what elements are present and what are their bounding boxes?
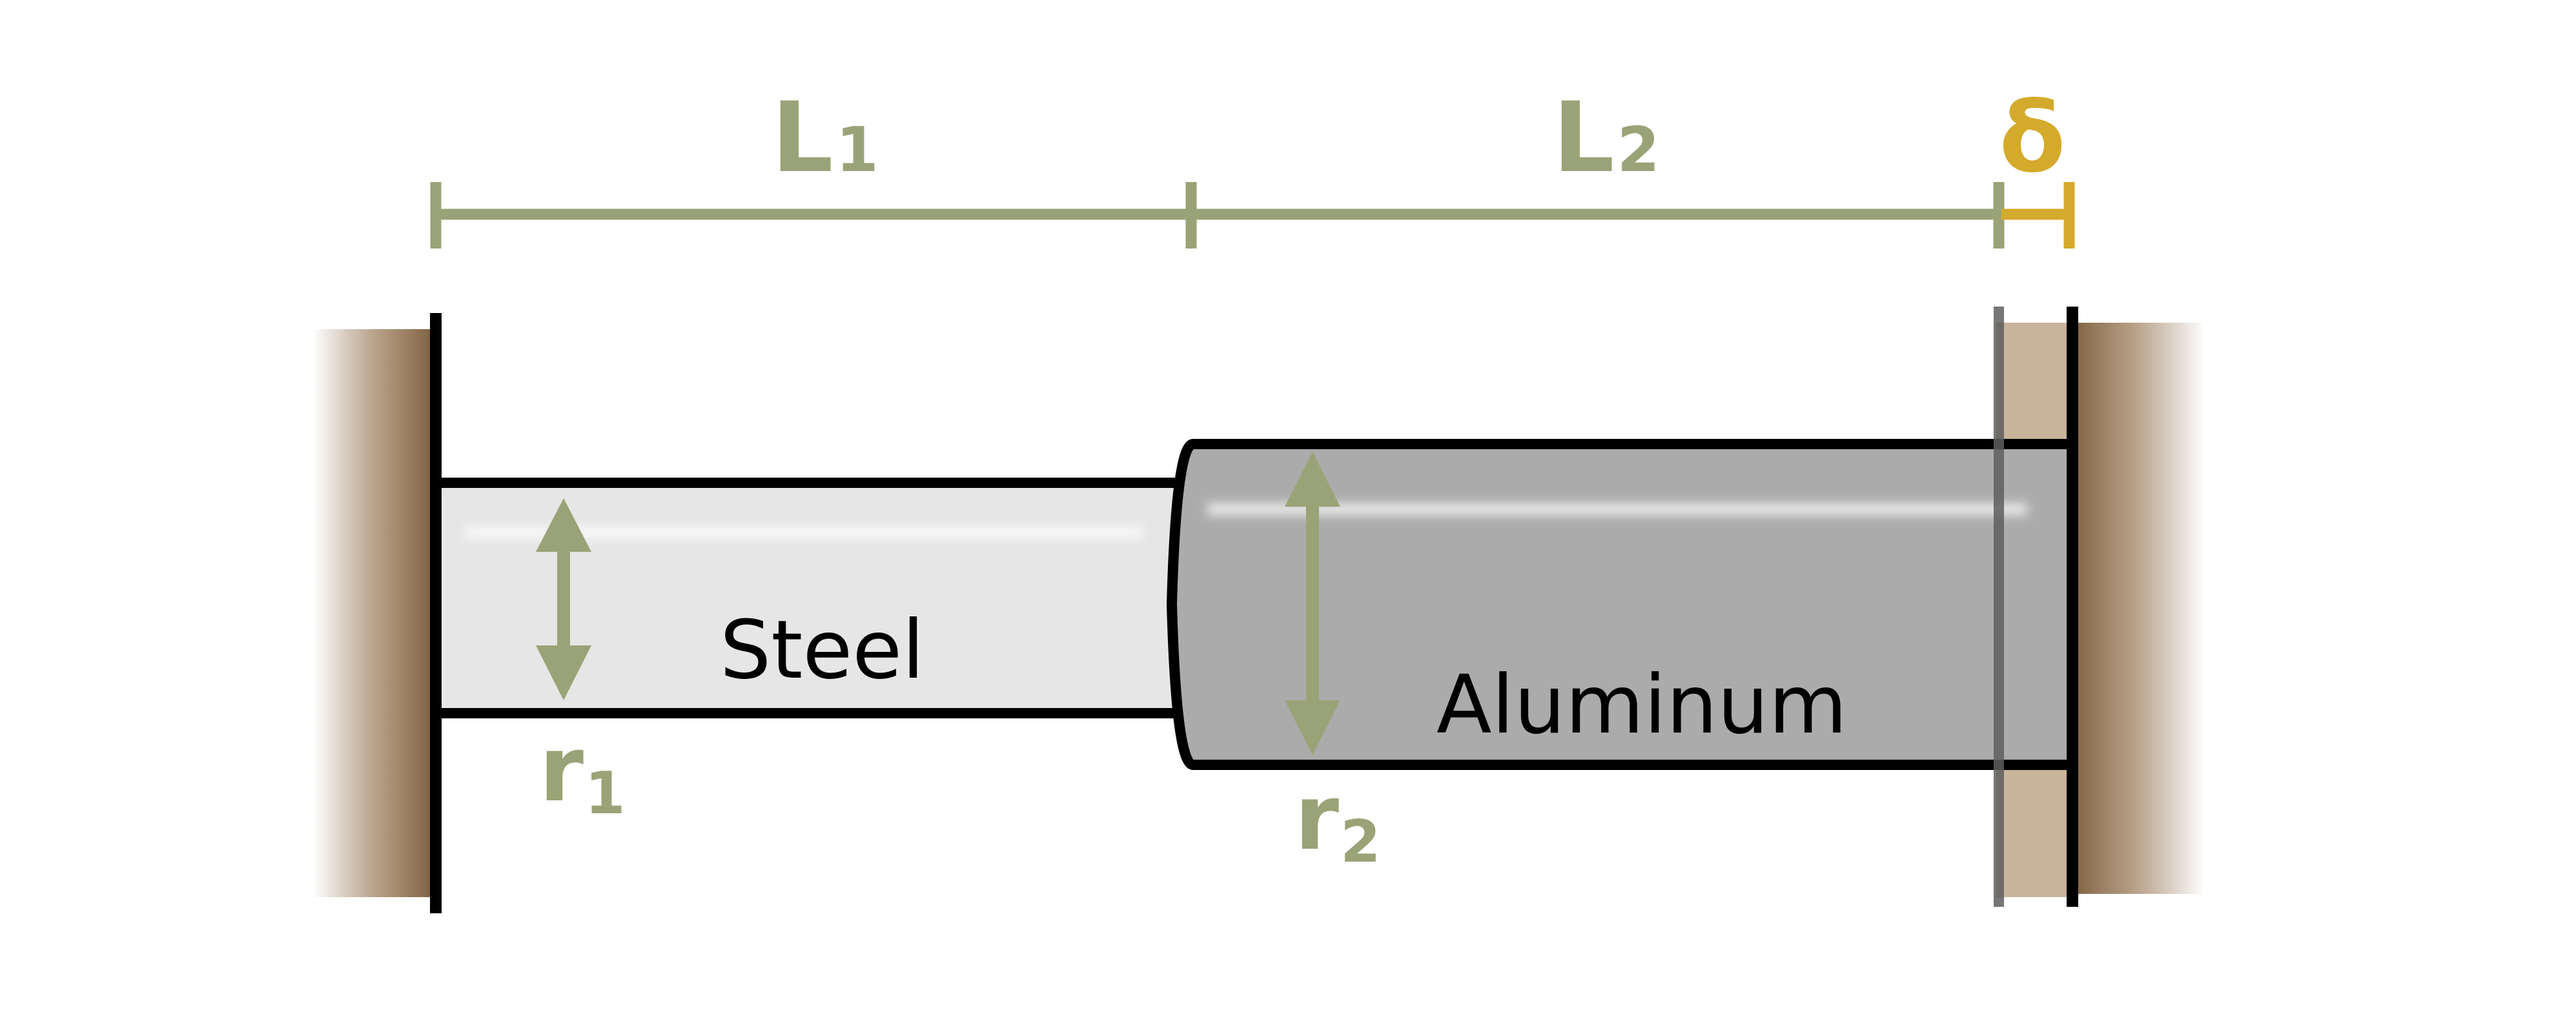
length-dimension-line <box>430 182 2005 248</box>
label-r2: r2 <box>1294 765 1381 876</box>
label-steel: Steel <box>720 603 925 697</box>
label-L2: L2 <box>1553 82 1660 194</box>
left-wall <box>313 329 436 897</box>
label-L1: L1 <box>772 82 879 194</box>
r1-arrow <box>536 498 591 700</box>
r2-arrow <box>1285 452 1340 755</box>
label-r1: r1 <box>539 717 626 827</box>
aluminum-highlight <box>1207 500 2027 518</box>
aluminum-outline <box>1166 439 2069 770</box>
label-aluminum: Aluminum <box>1436 658 1847 752</box>
aluminum-bar <box>1172 444 2069 765</box>
right-wall <box>2069 323 2204 894</box>
label-delta: δ <box>1999 82 2065 194</box>
delta-dimension-line <box>2001 182 2075 248</box>
